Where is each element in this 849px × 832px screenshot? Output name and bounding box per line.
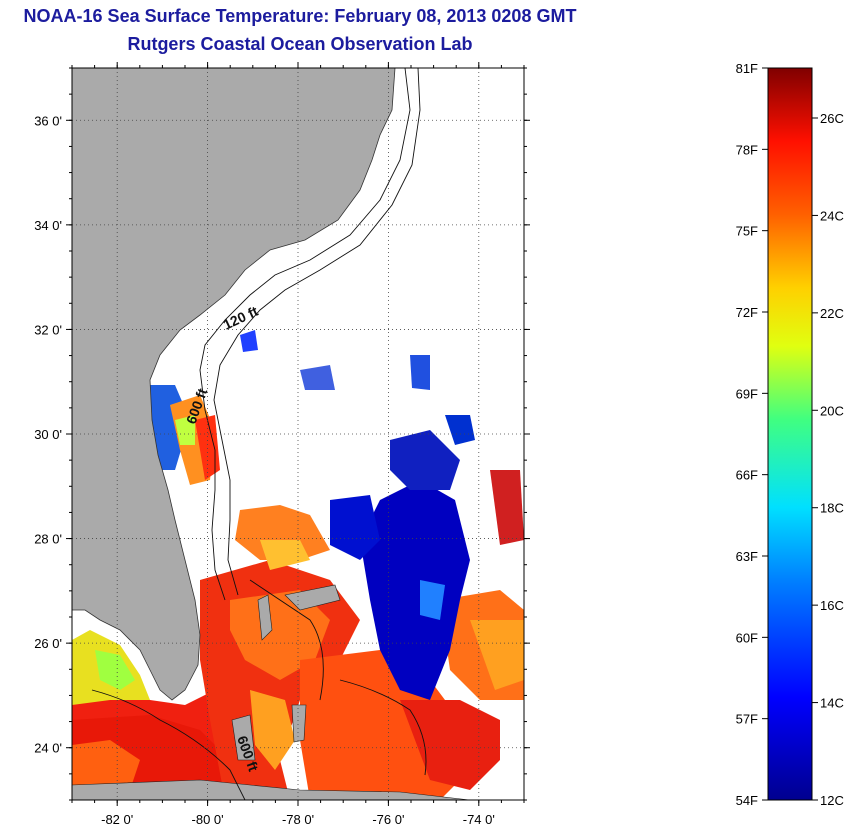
colorbar-c-label: 12C	[820, 793, 844, 808]
island-shapes	[72, 584, 471, 800]
lon-axis: -82 0' -80 0' -78 0' -76 0' -74 0'	[71, 62, 525, 827]
sst-colorbar	[767, 67, 813, 801]
map-subtitle: Rutgers Coastal Ocean Observation Lab	[127, 34, 473, 54]
colorbar-f-label: 78F	[736, 142, 758, 157]
bathymetry-contours	[91, 68, 427, 800]
colorbar-f-label: 75F	[736, 224, 758, 239]
lat-tick-label: 26 0'	[34, 636, 62, 651]
lon-tick-label: -78 0'	[282, 812, 314, 827]
lat-tick-label: 24 0'	[34, 741, 62, 756]
lat-tick-label: 34 0'	[34, 218, 62, 233]
colorbar-c-label: 24C	[820, 208, 844, 223]
colorbar-celsius-labels: 26C 24C 22C 20C 18C 16C 14C 12C	[812, 111, 844, 808]
lon-tick-label: -82 0'	[101, 812, 133, 827]
lat-tick-label: 36 0'	[34, 113, 62, 128]
lat-tick-label: 28 0'	[34, 532, 62, 547]
lat-axis: 36 0' 34 0' 32 0' 30 0' 28 0' 26 0' 24 0'	[34, 67, 530, 801]
lon-tick-label: -76 0'	[372, 812, 404, 827]
colorbar-f-label: 54F	[736, 793, 758, 808]
lat-tick-label: 30 0'	[34, 427, 62, 442]
colorbar-f-label: 69F	[736, 386, 758, 401]
map-title: NOAA-16 Sea Surface Temperature: Februar…	[23, 6, 577, 26]
colorbar-fahrenheit-labels: 81F 78F 75F 72F 69F 66F 63F 60F 57F 54F	[736, 61, 768, 808]
map-gridlines	[72, 68, 524, 800]
colorbar-f-label: 60F	[736, 630, 758, 645]
colorbar-f-label: 66F	[736, 468, 758, 483]
lat-tick-label: 32 0'	[34, 322, 62, 337]
colorbar-c-label: 22C	[820, 306, 844, 321]
colorbar-c-label: 18C	[820, 501, 844, 516]
colorbar-c-label: 20C	[820, 403, 844, 418]
colorbar-c-label: 26C	[820, 111, 844, 126]
lon-tick-label: -74 0'	[463, 812, 495, 827]
lon-tick-label: -80 0'	[192, 812, 224, 827]
colorbar-f-label: 72F	[736, 305, 758, 320]
colorbar-f-label: 81F	[736, 61, 758, 76]
colorbar-f-label: 57F	[736, 712, 758, 727]
sst-field	[72, 330, 524, 800]
land-mass	[72, 68, 396, 701]
colorbar-f-label: 63F	[736, 549, 758, 564]
colorbar-c-label: 14C	[820, 696, 844, 711]
colorbar-c-label: 16C	[820, 598, 844, 613]
